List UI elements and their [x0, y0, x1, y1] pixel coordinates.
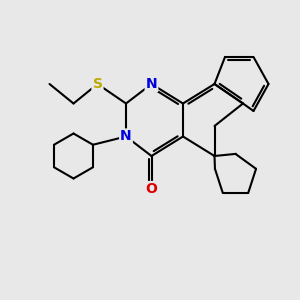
- Text: O: O: [146, 182, 158, 196]
- Text: S: S: [92, 77, 103, 91]
- Text: N: N: [146, 77, 157, 91]
- Text: N: N: [120, 130, 132, 143]
